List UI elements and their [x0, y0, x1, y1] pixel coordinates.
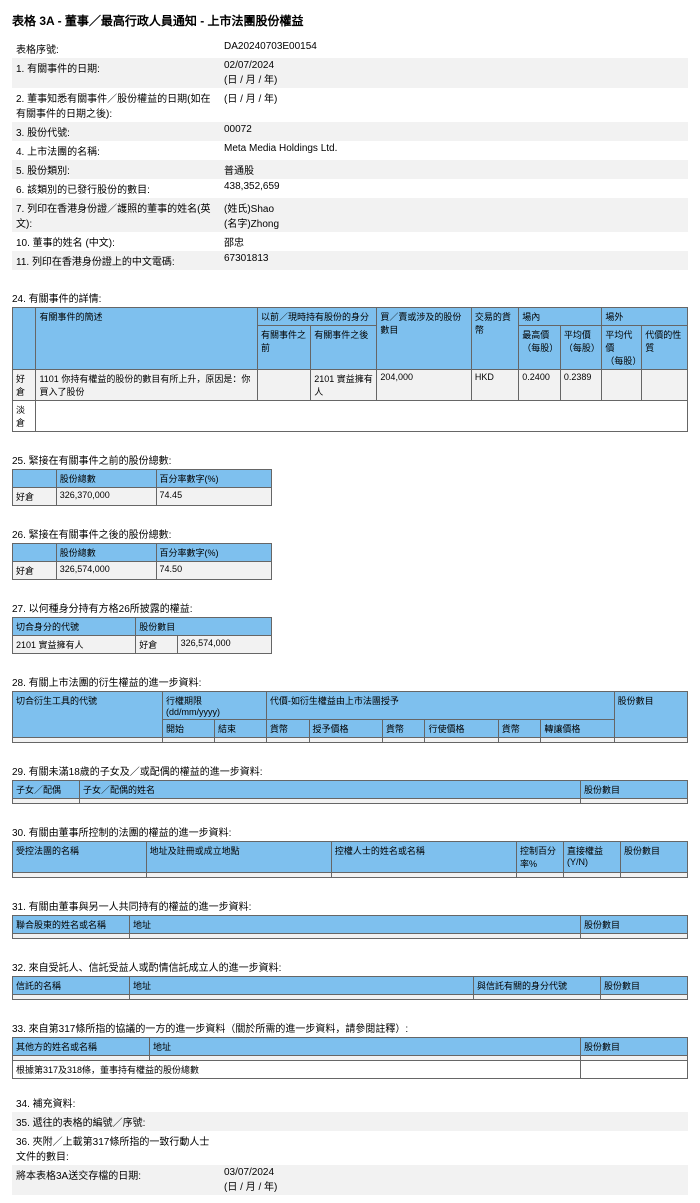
field-value: 438,352,659	[220, 179, 688, 198]
s30-label: 30. 有關由董事所控制的法團的權益的進一步資料:	[12, 824, 688, 839]
form-title: 表格 3A - 董事／最高行政人員通知 - 上市法團股份權益	[12, 12, 688, 29]
field-label: 將本表格3A送交存檔的日期:	[12, 1165, 220, 1195]
s31-table: 聯合股東的姓名或名稱地址股份數目	[12, 915, 688, 939]
s32-label: 32. 來自受託人、信託受益人或酌情信託成立人的進一步資料:	[12, 959, 688, 974]
field-value: (姓氏)Shao (名字)Zhong	[220, 198, 688, 232]
field-label: 10. 董事的姓名 (中文):	[12, 232, 220, 251]
field-label: 3. 股份代號:	[12, 122, 220, 141]
footer-fields-table: 34. 補充資料:35. 遞往的表格的編號／序號:36. 夾附／上載第317條所…	[12, 1093, 688, 1195]
field-value	[220, 1112, 688, 1131]
s26-table: 股份總數百分率數字(%) 好倉326,574,00074.50	[12, 543, 272, 580]
s26-label: 26. 緊接在有關事件之後的股份總數:	[12, 526, 688, 541]
field-label: 35. 遞往的表格的編號／序號:	[12, 1112, 220, 1131]
s27-table: 切合身分的代號股份數目 2101 實益擁有人好倉326,574,000	[12, 617, 272, 654]
field-label: 5. 股份類別:	[12, 160, 220, 179]
s27-label: 27. 以何種身分持有方格26所披露的權益:	[12, 600, 688, 615]
field-value: Meta Media Holdings Ltd.	[220, 141, 688, 160]
field-value: 03/07/2024 (日 / 月 / 年)	[220, 1165, 688, 1195]
field-value: 67301813	[220, 251, 688, 270]
field-label: 1. 有關事件的日期:	[12, 58, 220, 88]
s33-table: 其他方的姓名或名稱地址股份數目 根據第317及318條，董事持有權益的股份總數	[12, 1037, 688, 1079]
s32-table: 信託的名稱地址與信託有關的身分代號股份數目	[12, 976, 688, 1000]
s29-label: 29. 有關未滿18歲的子女及／或配偶的權益的進一步資料:	[12, 763, 688, 778]
field-label: 34. 補充資料:	[12, 1093, 220, 1112]
field-label: 表格序號:	[12, 39, 220, 58]
field-label: 2. 董事知悉有關事件／股份權益的日期(如在有關事件的日期之後):	[12, 88, 220, 122]
field-value: 02/07/2024 (日 / 月 / 年)	[220, 58, 688, 88]
field-label: 6. 該類別的已發行股份的數目:	[12, 179, 220, 198]
s28-table: 切合衍生工具的代號 行權期限 (dd/mm/yyyy) 代價-如衍生權益由上市法…	[12, 691, 688, 743]
field-label: 7. 列印在香港身份證／護照的董事的姓名(英文):	[12, 198, 220, 232]
header-fields-table: 表格序號:DA20240703E001541. 有關事件的日期:02/07/20…	[12, 39, 688, 270]
s30-table: 受控法團的名稱地址及註冊或成立地點控權人士的姓名或名稱 控制百分率%直接權益 (…	[12, 841, 688, 878]
s28-label: 28. 有關上市法團的衍生權益的進一步資料:	[12, 674, 688, 689]
field-value: (日 / 月 / 年)	[220, 88, 688, 122]
s31-label: 31. 有關由董事與另一人共同持有的權益的進一步資料:	[12, 898, 688, 913]
field-label: 4. 上市法團的名稱:	[12, 141, 220, 160]
field-value	[220, 1131, 688, 1165]
field-value: DA20240703E00154	[220, 39, 688, 58]
field-value: 邵忠	[220, 232, 688, 251]
s24-label: 24. 有關事件的詳情:	[12, 290, 688, 305]
s24-table: 有關事件的簡述 以前／現時持有股份的身分 買／賣或涉及的股份數目 交易的貨幣 場…	[12, 307, 688, 432]
field-label: 11. 列印在香港身份證上的中文電碼:	[12, 251, 220, 270]
s29-table: 子女／配偶子女／配偶的姓名股份數目	[12, 780, 688, 804]
s25-label: 25. 緊接在有關事件之前的股份總數:	[12, 452, 688, 467]
field-value: 普通股	[220, 160, 688, 179]
field-label: 36. 夾附／上載第317條所指的一致行動人士文件的數目:	[12, 1131, 220, 1165]
field-value	[220, 1093, 688, 1112]
s33-label: 33. 來自第317條所指的協議的一方的進一步資料（關於所需的進一步資料，請參閱…	[12, 1020, 688, 1035]
s25-table: 股份總數百分率數字(%) 好倉326,370,00074.45	[12, 469, 272, 506]
field-value: 00072	[220, 122, 688, 141]
